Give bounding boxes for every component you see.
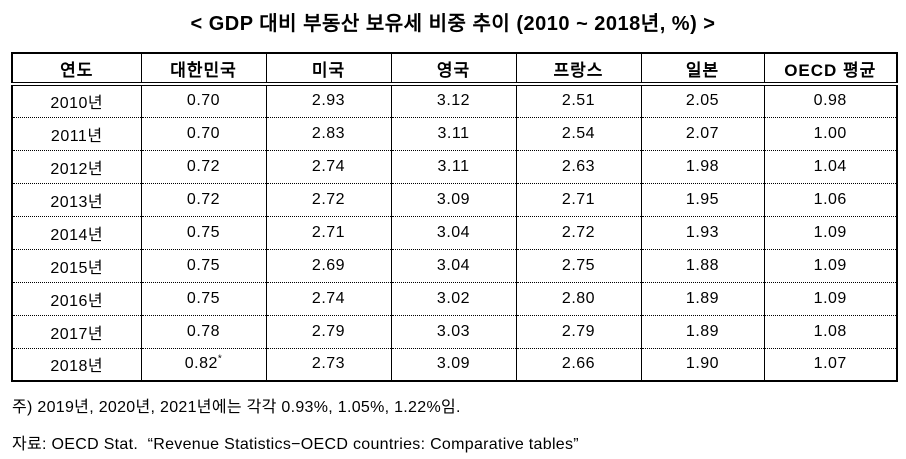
value-cell: 1.95 — [640, 182, 764, 216]
table-row: 2017년 0.78 2.79 3.03 2.79 1.89 1.08 — [12, 314, 897, 348]
value-cell: 2.80 — [515, 281, 641, 315]
value-cell: 1.89 — [640, 314, 764, 348]
value-cell: 1.89 — [640, 281, 764, 315]
asterisk-note: * — [217, 353, 223, 365]
year-cell: 2012년 — [12, 149, 141, 183]
year-cell: 2017년 — [12, 314, 141, 348]
value-cell: 1.09 — [763, 248, 897, 282]
column-header: 미국 — [265, 53, 391, 86]
year-cell: 2014년 — [12, 215, 141, 249]
page-title: < GDP 대비 부동산 보유세 비중 추이 (2010 ~ 2018년, %)… — [190, 13, 716, 35]
table-row: 2015년 0.75 2.69 3.04 2.75 1.88 1.09 — [12, 248, 897, 282]
value-cell: 2.74 — [265, 149, 391, 183]
value-cell: 1.88 — [640, 248, 764, 282]
value-cell: 2.69 — [265, 248, 391, 282]
year-cell: 2018년 — [12, 347, 141, 381]
value-cell: 2.07 — [640, 116, 764, 150]
year-cell: 2015년 — [12, 248, 141, 282]
value-cell: 3.09 — [390, 347, 516, 381]
value-cell: 2.83 — [265, 116, 391, 150]
column-header: 대한민국 — [140, 53, 266, 86]
value-cell: 3.04 — [390, 215, 516, 249]
cell-value: 0.82 — [184, 355, 218, 373]
value-cell: 1.09 — [763, 281, 897, 315]
table-row: 2016년 0.75 2.74 3.02 2.80 1.89 1.09 — [12, 281, 897, 315]
table-row: 2012년 0.72 2.74 3.11 2.63 1.98 1.04 — [12, 149, 897, 183]
value-cell: 0.72 — [140, 182, 266, 216]
value-cell: 2.51 — [515, 84, 641, 117]
table-row: 2014년 0.75 2.71 3.04 2.72 1.93 1.09 — [12, 215, 897, 249]
value-cell: 3.12 — [390, 84, 516, 117]
value-cell: 0.78 — [140, 314, 266, 348]
value-cell: 0.75 — [140, 248, 266, 282]
value-cell: 3.03 — [390, 314, 516, 348]
value-cell: 2.66 — [515, 347, 641, 381]
value-cell: 2.79 — [265, 314, 391, 348]
value-cell: 1.93 — [640, 215, 764, 249]
value-cell: 2.93 — [265, 84, 391, 117]
value-cell: 2.71 — [515, 182, 641, 216]
footnote: 주) 2019년, 2020년, 2021년에는 각각 0.93%, 1.05%… — [12, 399, 461, 416]
value-cell: 2.73 — [265, 347, 391, 381]
value-cell: 2.74 — [265, 281, 391, 315]
column-header: OECD 평균 — [763, 53, 897, 86]
value-cell: 2.71 — [265, 215, 391, 249]
table-row: 2013년 0.72 2.72 3.09 2.71 1.95 1.06 — [12, 182, 897, 216]
table-header-row: 연도 대한민국 미국 영국 프랑스 일본 OECD 평균 — [12, 53, 897, 86]
value-cell: 1.00 — [763, 116, 897, 150]
year-cell: 2011년 — [12, 116, 141, 150]
value-cell: 0.70 — [140, 116, 266, 150]
value-cell: 2.63 — [515, 149, 641, 183]
value-cell: 2.72 — [265, 182, 391, 216]
column-header: 연도 — [12, 53, 141, 86]
value-cell: 1.07 — [763, 347, 897, 381]
column-header: 일본 — [640, 53, 764, 86]
value-cell: 2.79 — [515, 314, 641, 348]
value-cell: 1.08 — [763, 314, 897, 348]
year-cell: 2010년 — [50, 95, 104, 113]
value-cell: 1.04 — [763, 149, 897, 183]
value-cell: 3.04 — [390, 248, 516, 282]
value-cell: 3.09 — [390, 182, 516, 216]
value-cell: 0.72 — [140, 149, 266, 183]
value-cell: 2.72 — [515, 215, 641, 249]
value-cell: 1.98 — [640, 149, 764, 183]
gdp-property-tax-table: 연도 대한민국 미국 영국 프랑스 일본 OECD 평균 2010년 0.70 2.93 3.12… — [11, 52, 898, 382]
value-cell: 1.09 — [763, 215, 897, 249]
value-cell: 0.98 — [763, 84, 897, 117]
value-cell: 2.75 — [515, 248, 641, 282]
value-cell: 0.75 — [140, 281, 266, 315]
value-cell: 0.70 — [140, 84, 266, 117]
value-cell: 3.11 — [390, 149, 516, 183]
column-header: 영국 — [390, 53, 516, 86]
table-row: 2011년 0.70 2.83 3.11 2.54 2.07 1.00 — [12, 116, 897, 150]
value-cell: 2.05 — [640, 84, 764, 117]
year-cell: 2013년 — [12, 182, 141, 216]
value-cell: 0.82* — [140, 347, 266, 381]
year-cell: 2016년 — [12, 281, 141, 315]
value-cell: 1.90 — [640, 347, 764, 381]
table-row: 2010년 0.70 2.93 3.12 2.51 2.05 0.98 — [12, 84, 897, 117]
table-body: 2010년 0.70 2.93 3.12 2.51 2.05 0.98 2011년 0.70 2.… — [12, 84, 897, 381]
value-cell: 3.02 — [390, 281, 516, 315]
value-cell: 2.54 — [515, 116, 641, 150]
value-cell: 3.11 — [390, 116, 516, 150]
table-row: 2018년 0.82* 2.73 3.09 2.66 1.90 1.07 — [12, 347, 897, 381]
value-cell: 0.75 — [140, 215, 266, 249]
column-header: 프랑스 — [515, 53, 641, 86]
source-note: 자료: OECD Stat. “Revenue Statistics−OECD … — [12, 436, 579, 453]
value-cell: 1.06 — [763, 182, 897, 216]
